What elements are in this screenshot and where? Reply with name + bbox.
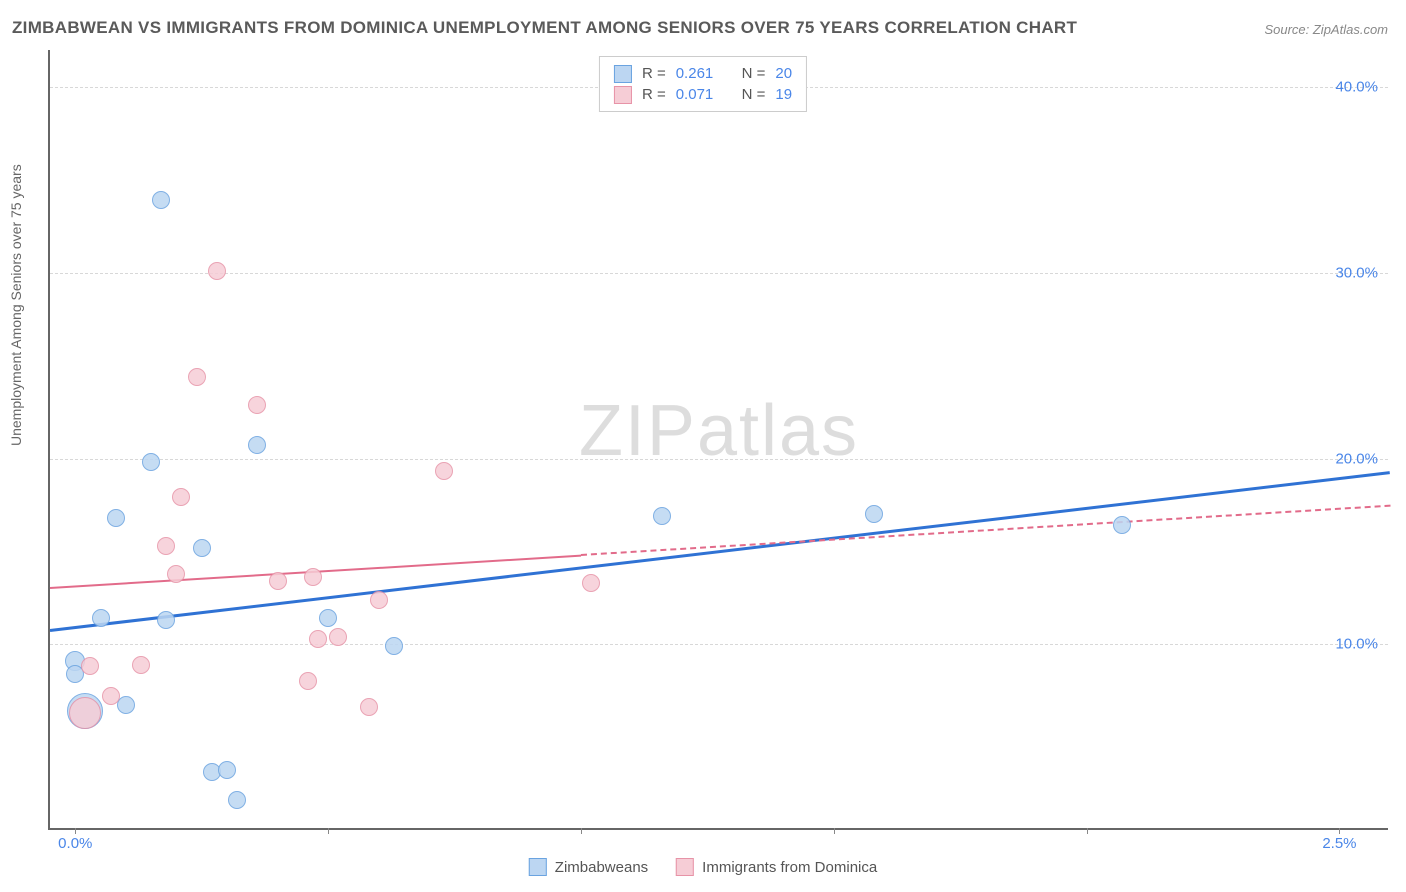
chart-container: ZIMBABWEAN VS IMMIGRANTS FROM DOMINICA U… [0,0,1406,892]
stat-n-label: N = [742,84,766,105]
data-point [218,761,236,779]
y-tick-label: 10.0% [1335,636,1378,653]
x-tick-mark [1339,828,1340,834]
y-axis-label: Unemployment Among Seniors over 75 years [8,164,24,446]
x-tick-mark [75,828,76,834]
legend-label: Zimbabweans [555,859,648,876]
stat-r-label: R = [642,84,666,105]
stat-n-label: N = [742,63,766,84]
data-point [117,696,135,714]
grid-line [50,644,1388,645]
x-tick-mark [328,828,329,834]
trend-line [581,505,1390,556]
data-point [107,509,125,527]
data-point [319,609,337,627]
x-tick-label: 2.5% [1322,835,1356,852]
x-tick-mark [581,828,582,834]
data-point [102,687,120,705]
legend-label: Immigrants from Dominica [702,859,877,876]
data-point [92,609,110,627]
stat-legend: R = 0.261 N = 20 R = 0.071 N = 19 [599,56,807,112]
stat-n-value: 19 [775,84,792,105]
stat-n-value: 20 [775,63,792,84]
trend-line [50,472,1390,633]
stat-legend-row: R = 0.261 N = 20 [614,63,792,84]
stat-r-value: 0.261 [676,63,714,84]
data-point [142,453,160,471]
legend-swatch [614,86,632,104]
data-point [309,630,327,648]
data-point [865,505,883,523]
data-point [1113,516,1131,534]
data-point [208,262,226,280]
data-point [167,565,185,583]
stat-legend-row: R = 0.071 N = 19 [614,84,792,105]
y-tick-label: 30.0% [1335,264,1378,281]
data-point [193,539,211,557]
legend-item: Immigrants from Dominica [676,858,877,876]
data-point [248,436,266,454]
stat-r-label: R = [642,63,666,84]
data-point [157,537,175,555]
plot-area: ZIPatlas 10.0%20.0%30.0%40.0%0.0%2.5% [48,50,1388,830]
legend-swatch [529,858,547,876]
data-point [329,628,347,646]
data-point [248,396,266,414]
x-tick-label: 0.0% [58,835,92,852]
stat-r-value: 0.071 [676,84,714,105]
data-point [81,657,99,675]
x-tick-mark [1087,828,1088,834]
x-tick-mark [834,828,835,834]
data-point [299,672,317,690]
legend-swatch [614,65,632,83]
legend-item: Zimbabweans [529,858,648,876]
data-point [188,368,206,386]
chart-title: ZIMBABWEAN VS IMMIGRANTS FROM DOMINICA U… [12,18,1077,38]
data-point [582,574,600,592]
data-point [152,191,170,209]
data-point [132,656,150,674]
data-point [360,698,378,716]
data-point [435,462,453,480]
source-attribution: Source: ZipAtlas.com [1264,22,1388,37]
y-tick-label: 40.0% [1335,79,1378,96]
legend-swatch [676,858,694,876]
data-point [228,791,246,809]
grid-line [50,459,1388,460]
data-point [304,568,322,586]
grid-line [50,273,1388,274]
data-point [157,611,175,629]
data-point [385,637,403,655]
data-point [653,507,671,525]
y-tick-label: 20.0% [1335,450,1378,467]
data-point [69,697,101,729]
data-point [269,572,287,590]
data-point [370,591,388,609]
data-point [172,488,190,506]
bottom-legend: Zimbabweans Immigrants from Dominica [529,858,877,876]
